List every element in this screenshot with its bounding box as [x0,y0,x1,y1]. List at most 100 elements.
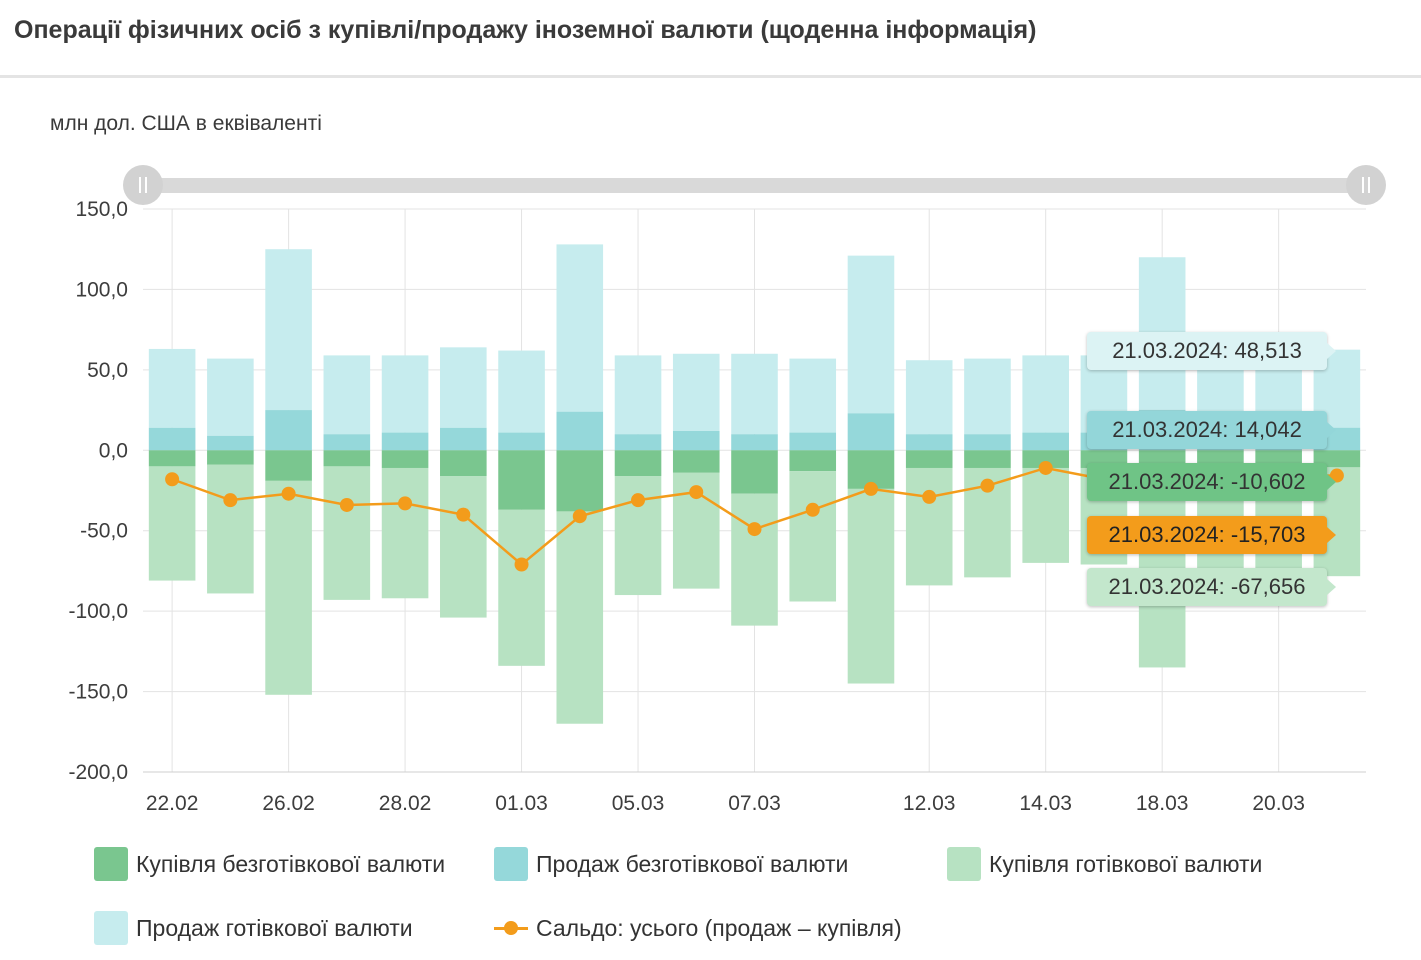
x-tick-label: 26.02 [262,792,315,815]
tooltip-buy-cash: 21.03.2024: -67,656 [1087,568,1336,606]
x-tick-label: 22.02 [146,792,199,815]
y-tick-label: 150,0 [75,198,128,221]
x-tick-label: 05.03 [612,792,665,815]
y-tick-label: -200,0 [68,761,128,784]
bar-sell-noncash [731,434,778,451]
bar-sell-noncash [440,427,487,451]
bar-sell-noncash [672,430,720,451]
bar-buy-cash [440,476,487,618]
bar-buy-cash [1022,467,1069,563]
tooltip-text: 21.03.2024: -10,602 [1108,469,1306,494]
bar-sell-noncash [498,432,545,451]
bar-buy-noncash [964,450,1011,468]
bar-sell-noncash [265,410,312,451]
bar-buy-noncash [556,450,604,512]
bar-sell-cash [323,355,371,435]
bar-buy-noncash [148,450,196,467]
bar-buy-cash [323,466,371,600]
bar-sell-noncash [1022,432,1069,451]
bar-sell-cash [265,249,312,411]
tooltip-text: 21.03.2024: 14,042 [1112,417,1302,442]
balance-point [922,489,937,504]
y-axis-unit-label: млн дол. США в еквіваленті [50,112,322,135]
range-slider-left-handle[interactable] [123,165,163,205]
balance-point [339,497,354,512]
bar-buy-cash [556,511,604,724]
bar-buy-cash [265,480,312,695]
range-slider-right-handle[interactable] [1346,165,1386,205]
chart-title: Операції фізичних осіб з купівлі/продажу… [14,16,1037,44]
bar-sell-noncash [323,434,371,451]
balance-point [689,485,704,500]
bar-buy-cash [847,488,895,684]
bar-buy-noncash [789,450,837,472]
balance-point [456,507,471,522]
x-tick-label: 18.03 [1136,792,1189,815]
bar-buy-noncash [381,450,429,468]
range-slider[interactable] [123,165,1386,205]
bar-buy-cash [207,464,254,594]
bar-buy-noncash [731,450,778,494]
bar-buy-noncash [1022,450,1069,468]
bar-sell-noncash [905,434,953,451]
balance-point [1038,460,1053,475]
bar-sell-cash [1022,355,1069,433]
x-tick-label: 20.03 [1252,792,1305,815]
bar-buy-cash [905,467,953,586]
bar-sell-cash [556,244,604,412]
bar-sell-noncash [207,435,254,451]
bar-sell-noncash [789,432,837,451]
x-tick-label: 07.03 [728,792,781,815]
bar-buy-noncash [498,450,545,510]
bar-buy-noncash [672,450,720,473]
bar-buy-cash [789,471,837,602]
bar-sell-cash [440,347,487,428]
balance-point [398,496,413,511]
bar-buy-noncash [207,450,254,465]
tooltip-text: 21.03.2024: -67,656 [1108,574,1306,599]
bar-sell-noncash [381,432,429,451]
tooltip-text: 21.03.2024: -15,703 [1108,522,1306,547]
range-slider-track[interactable] [143,178,1367,193]
bar-sell-cash [789,358,837,433]
bar-buy-noncash [440,450,487,477]
balance-point [281,486,296,501]
y-tick-label: 50,0 [87,359,128,382]
tooltip-buy-noncash: 21.03.2024: -10,602 [1087,463,1336,501]
bar-sell-noncash [614,434,662,451]
tooltip-sell-noncash: 21.03.2024: 14,042 [1087,411,1336,449]
bar-sell-noncash [964,434,1011,451]
bar-sell-noncash [148,427,196,451]
y-tick-label: -150,0 [68,681,128,704]
balance-point [223,493,238,508]
bar-buy-cash [731,493,778,626]
balance-point [747,522,762,537]
balance-point [631,493,646,508]
y-axis: 150,0 100,0 50,0 0,0 -50,0 -100,0 -150,0 -200,0 [68,198,128,784]
x-tick-label: 12.03 [903,792,956,815]
x-tick-label: 14.03 [1019,792,1072,815]
bar-buy-cash [381,467,429,599]
tooltip-sell-cash: 21.03.2024: 48,513 [1087,332,1336,370]
y-tick-label: -50,0 [80,520,128,543]
bar-buy-noncash [614,450,662,477]
y-tick-label: 0,0 [99,439,128,462]
balance-point [980,478,995,493]
tooltip-balance: 21.03.2024: -15,703 [1087,516,1336,554]
balance-point [572,509,587,524]
x-tick-label: 01.03 [495,792,548,815]
bar-sell-cash [731,353,778,435]
bar-buy-cash [498,509,545,666]
y-tick-label: -100,0 [68,600,128,623]
balance-point [863,481,878,496]
bar-sell-cash [905,360,953,435]
bar-sell-cash [148,348,196,428]
bar-sell-cash [964,358,1011,435]
bar-sell-noncash [847,413,895,451]
bar-sell-cash [207,358,254,436]
y-tick-label: 100,0 [75,278,128,301]
balance-point [165,472,180,487]
bar-buy-noncash [265,450,312,481]
bar-sell-cash [847,255,895,414]
bar-sell-cash [672,353,720,431]
